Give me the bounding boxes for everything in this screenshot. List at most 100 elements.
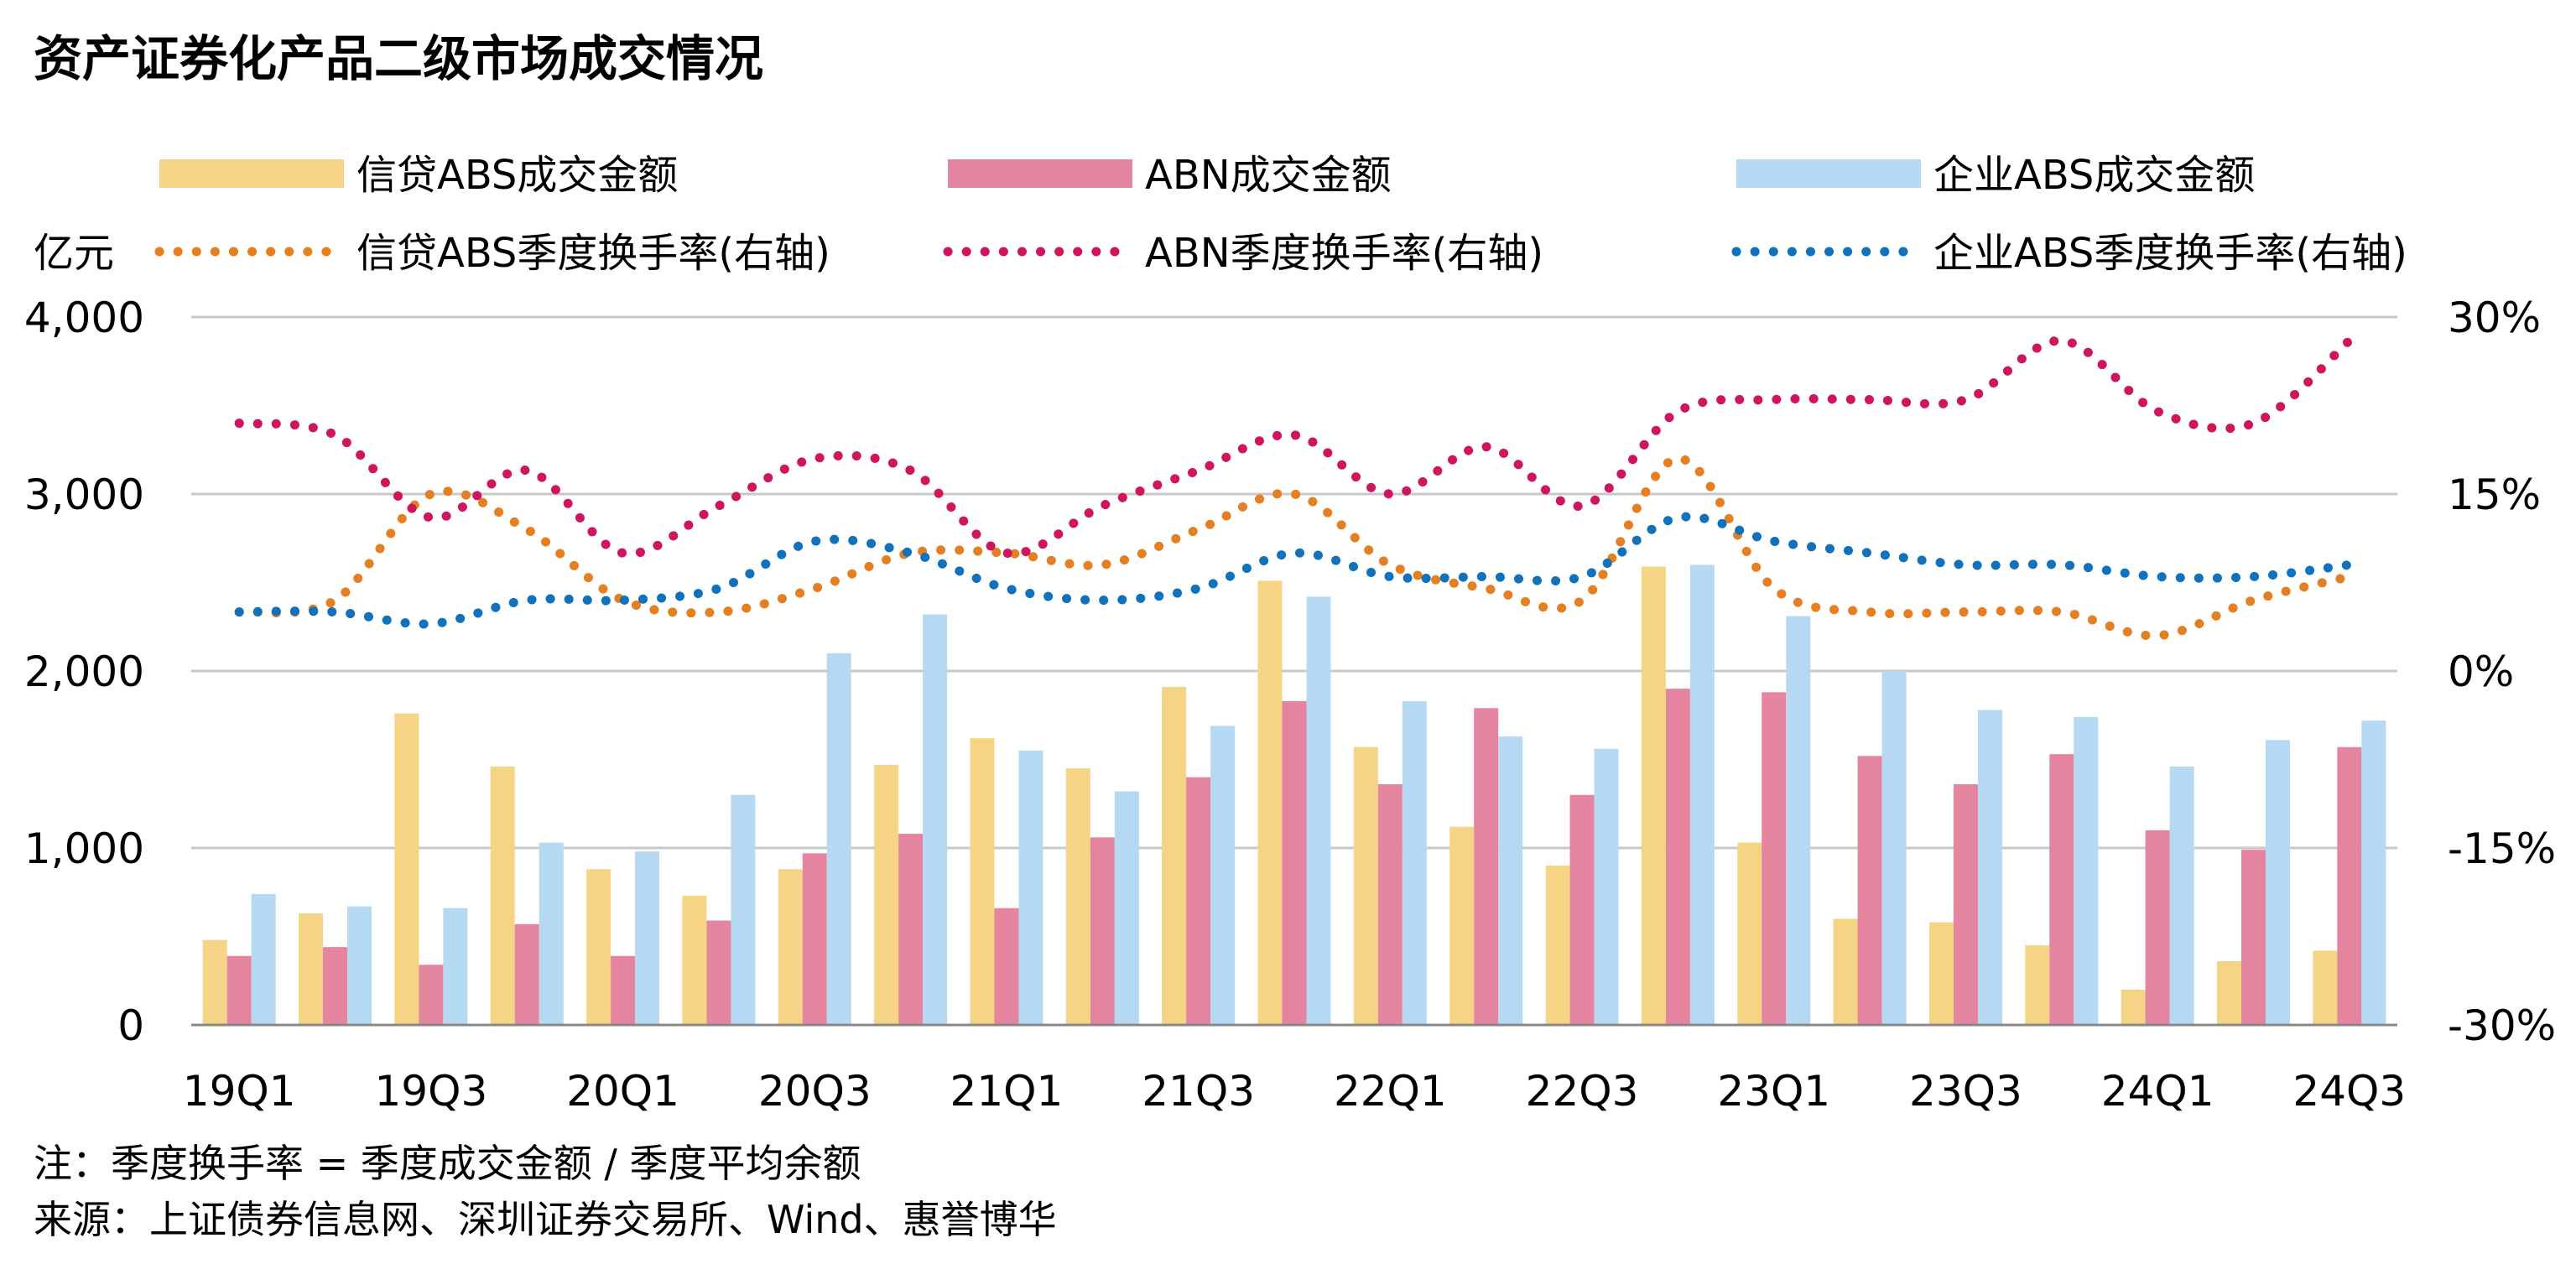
bar-abn — [611, 955, 636, 1025]
x-tick-label: 24Q3 — [2292, 1067, 2406, 1116]
bar-credit-abs — [1162, 686, 1187, 1025]
bar-corporate-abs — [1018, 750, 1043, 1025]
bar-abn — [1090, 837, 1115, 1025]
x-tick-label: 24Q1 — [2101, 1067, 2214, 1116]
bar-credit-abs — [1257, 580, 1283, 1025]
bar-abn — [2145, 830, 2170, 1025]
chart-title: 资产证券化产品二级市场成交情况 — [34, 30, 763, 87]
y-axis-unit-label: 亿元 — [34, 230, 114, 277]
legend-swatch-abn-amount — [948, 159, 1132, 188]
x-tick-label: 21Q1 — [950, 1067, 1064, 1116]
bar-abn — [2240, 850, 2266, 1025]
bar-credit-abs — [970, 738, 995, 1025]
bar-abn — [706, 920, 731, 1025]
bar-abn — [1186, 777, 1211, 1025]
bar-abn — [1282, 700, 1307, 1025]
bar-corporate-abs — [1114, 791, 1139, 1025]
bar-corporate-abs — [1786, 616, 1811, 1025]
x-tick-label: 22Q3 — [1526, 1067, 1639, 1116]
y-tick-label: 0 — [117, 1001, 144, 1050]
bar-credit-abs — [778, 869, 803, 1025]
bar-credit-abs — [682, 895, 707, 1025]
bar-credit-abs — [1065, 768, 1090, 1025]
legend: 信贷ABS成交金额 ABN成交金额 企业ABS成交金额 信贷ABS季度换手率(右… — [154, 152, 2407, 277]
footnote-source: 来源：上证债券信息网、深圳证券交易所、Wind、惠誉博华 — [34, 1197, 1057, 1242]
bar-credit-abs — [1449, 826, 1475, 1025]
bar-corporate-abs — [923, 614, 948, 1025]
bar-credit-abs — [2121, 989, 2146, 1025]
x-tick-label: 20Q1 — [566, 1067, 679, 1116]
legend-label-credit-abs-amount: 信贷ABS成交金额 — [356, 152, 678, 199]
bar-abn — [1665, 689, 1690, 1025]
y-tick-label: 1,000 — [24, 824, 144, 873]
y2-tick-label: 30% — [2448, 294, 2541, 342]
x-axis: 19Q1 19Q3 20Q1 20Q3 21Q1 21Q3 22Q1 22Q3 23Q1 23Q3… — [183, 1067, 2406, 1116]
bar-credit-abs — [490, 766, 515, 1025]
x-tick-label: 22Q1 — [1334, 1067, 1447, 1116]
bar-corporate-abs — [1498, 736, 1523, 1025]
bar-corporate-abs — [1594, 748, 1619, 1025]
legend-label-corporate-abs-amount: 企业ABS成交金额 — [1933, 152, 2255, 199]
y-tick-label: 3,000 — [24, 471, 144, 519]
bar-abn — [802, 853, 827, 1025]
bar-corporate-abs — [731, 794, 756, 1025]
legend-label-corporate-abs-turnover: 企业ABS季度换手率(右轴) — [1933, 230, 2407, 277]
bar-corporate-abs — [2265, 740, 2290, 1025]
line-corporate-abs-turnover — [234, 512, 2355, 629]
y2-tick-label: 15% — [2448, 471, 2541, 519]
x-tick-label: 19Q3 — [374, 1067, 487, 1116]
bar-credit-abs — [394, 713, 419, 1025]
y-axis-right: -30% -15% 0% 15% 30% — [2448, 294, 2556, 1050]
bar-corporate-abs — [2074, 716, 2099, 1025]
legend-label-abn-turnover: ABN季度换手率(右轴) — [1145, 230, 1543, 277]
bar-corporate-abs — [347, 906, 372, 1025]
bar-corporate-abs — [443, 908, 468, 1025]
bar-corporate-abs — [1402, 700, 1427, 1025]
line-abn-turnover — [234, 336, 2355, 559]
x-tick-label: 19Q1 — [183, 1067, 296, 1116]
footnote-turnover-definition: 注：季度换手率 = 季度成交金额 / 季度平均余额 — [34, 1141, 861, 1186]
bar-corporate-abs — [251, 893, 276, 1025]
bar-abn — [1857, 756, 1882, 1025]
bar-abn — [994, 908, 1019, 1025]
line-series — [234, 336, 2355, 641]
legend-swatch-corporate-abs-amount — [1736, 159, 1921, 188]
bar-credit-abs — [1928, 922, 1954, 1025]
bar-corporate-abs — [1977, 710, 2002, 1025]
line-credit-abs-turnover — [234, 454, 2355, 641]
bar-abn — [419, 965, 444, 1025]
bar-credit-abs — [586, 869, 611, 1025]
bar-abn — [1953, 784, 1978, 1025]
bar-corporate-abs — [2169, 766, 2194, 1025]
bar-credit-abs — [2216, 961, 2241, 1025]
bar-credit-abs — [1737, 842, 1762, 1025]
legend-label-abn-amount: ABN成交金额 — [1145, 152, 1392, 199]
y-axis-left: 0 1,000 2,000 3,000 4,000 — [24, 294, 144, 1050]
bar-abn — [226, 955, 252, 1025]
y-tick-label: 2,000 — [24, 648, 144, 696]
bar-abn — [1474, 708, 1499, 1025]
x-tick-label: 23Q1 — [1717, 1067, 1830, 1116]
bar-credit-abs — [2313, 950, 2338, 1025]
bar-abn — [2049, 754, 2074, 1025]
x-tick-label: 20Q3 — [758, 1067, 872, 1116]
legend-swatch-credit-abs-amount — [159, 159, 344, 188]
y2-tick-label: -15% — [2448, 824, 2556, 873]
bar-corporate-abs — [1689, 564, 1715, 1025]
bar-corporate-abs — [2361, 720, 2386, 1025]
bar-series — [202, 564, 2386, 1025]
bar-corporate-abs — [539, 842, 564, 1025]
x-tick-label: 21Q3 — [1142, 1067, 1255, 1116]
bar-abn — [514, 923, 539, 1025]
bar-credit-abs — [1641, 566, 1666, 1025]
bar-credit-abs — [1353, 746, 1378, 1025]
bar-abn — [1762, 692, 1787, 1025]
bar-credit-abs — [202, 939, 227, 1025]
x-tick-label: 23Q3 — [1909, 1067, 2022, 1116]
bar-credit-abs — [1545, 866, 1570, 1025]
bar-abn — [1377, 784, 1402, 1025]
y-tick-label: 4,000 — [24, 294, 144, 342]
legend-label-credit-abs-turnover: 信贷ABS季度换手率(右轴) — [356, 230, 830, 277]
bar-abn — [1569, 794, 1595, 1025]
